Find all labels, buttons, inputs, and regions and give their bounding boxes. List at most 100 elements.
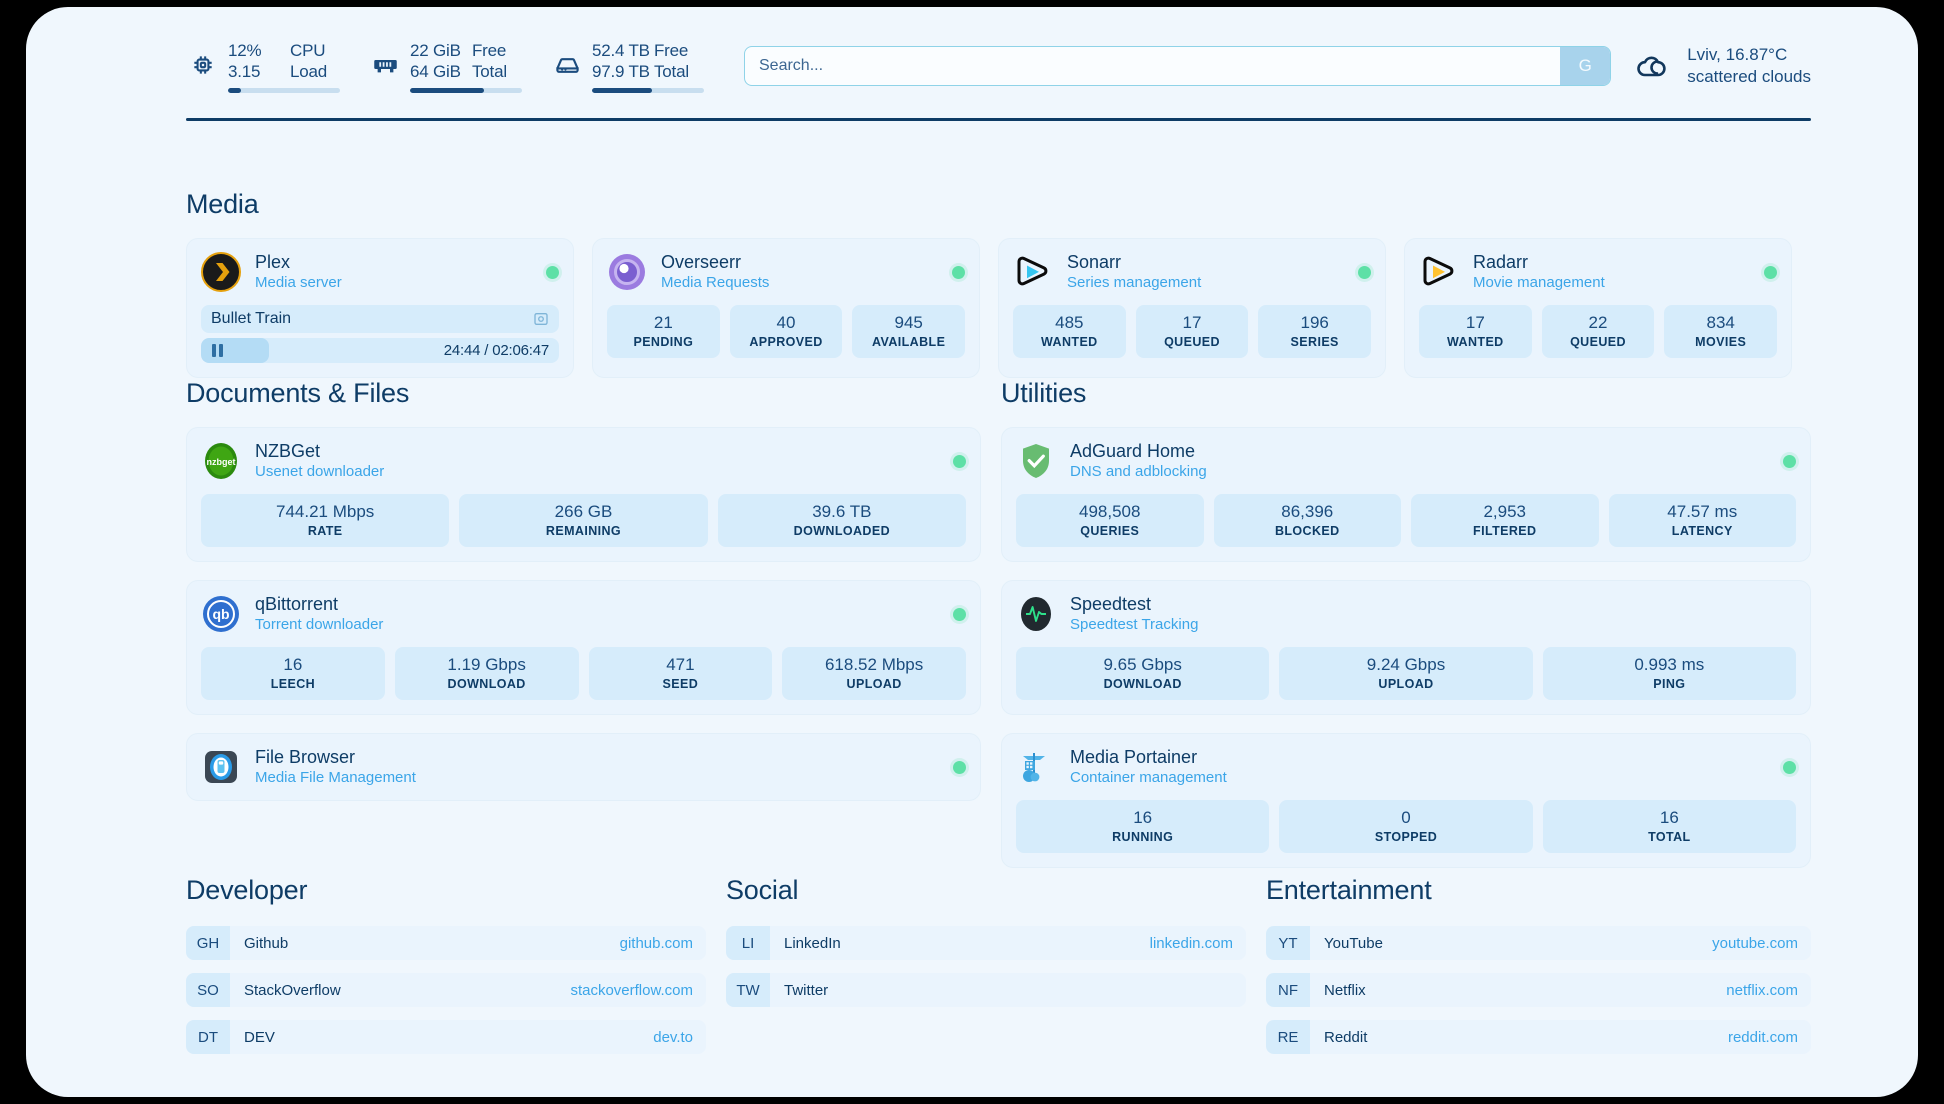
- stat-block[interactable]: 17 QUEUED: [1135, 305, 1249, 358]
- dashboard-page: 12% 3.15 CPU Load: [26, 7, 1918, 1097]
- weather-widget[interactable]: Lviv, 16.87°C scattered clouds: [1633, 44, 1811, 88]
- stat-block[interactable]: 485 WANTED: [1013, 305, 1126, 358]
- stat-block[interactable]: 40 APPROVED: [729, 305, 843, 358]
- bookmark-item-youtube[interactable]: YT YouTube youtube.com: [1266, 926, 1811, 960]
- disk-resource[interactable]: 52.4 TB 97.9 TB Free Total: [550, 40, 710, 93]
- stat-block[interactable]: 744.21 Mbps RATE: [201, 494, 450, 547]
- stat-block[interactable]: 471 SEED: [588, 647, 773, 700]
- speedtest-desc: Speedtest Tracking: [1070, 616, 1199, 633]
- bookmark-item-github[interactable]: GH Github github.com: [186, 926, 706, 960]
- memory-resource[interactable]: 22 GiB 64 GiB Free Total: [368, 40, 528, 93]
- section-title-utilities: Utilities: [1001, 378, 1087, 408]
- filebrowser-logo-icon: [201, 747, 241, 787]
- stat-block[interactable]: 266 GB REMAINING: [459, 494, 708, 547]
- stat-block[interactable]: 17 WANTED: [1419, 305, 1532, 358]
- bookmark-item-dev[interactable]: DT DEV dev.to: [186, 1020, 706, 1054]
- qbittorrent-status-dot: [953, 607, 966, 621]
- memory-label-1: Free: [472, 40, 507, 60]
- stat-block[interactable]: 618.52 Mbps UPLOAD: [782, 647, 966, 700]
- stat-block[interactable]: 0 STOPPED: [1279, 800, 1533, 853]
- stat-block[interactable]: 47.57 ms LATENCY: [1608, 494, 1796, 547]
- sonarr-desc: Series management: [1067, 274, 1202, 291]
- stat-label: DOWNLOAD: [1103, 677, 1182, 691]
- stat-value: 16: [1659, 808, 1679, 827]
- stat-block[interactable]: 86,396 BLOCKED: [1213, 494, 1401, 547]
- search-input[interactable]: [745, 47, 1561, 85]
- stat-block[interactable]: 498,508 QUERIES: [1016, 494, 1204, 547]
- stat-value: 945: [894, 313, 923, 332]
- stat-block[interactable]: 1.19 Gbps DOWNLOAD: [394, 647, 579, 700]
- stat-block[interactable]: 0.993 ms PING: [1542, 647, 1796, 700]
- plex-progress-bar[interactable]: 24:44 / 02:06:47: [201, 338, 559, 363]
- section-title-documents: Documents & Files: [186, 378, 410, 408]
- cast-icon[interactable]: [533, 311, 549, 327]
- stat-block[interactable]: 9.65 Gbps DOWNLOAD: [1016, 647, 1270, 700]
- sonarr-name: Sonarr: [1067, 252, 1122, 272]
- bookmark-abbr: GH: [186, 926, 230, 960]
- stat-block[interactable]: 16 TOTAL: [1542, 800, 1796, 853]
- stat-label: PING: [1653, 677, 1686, 691]
- filebrowser-status-dot: [953, 760, 966, 774]
- radarr-name: Radarr: [1473, 252, 1529, 272]
- stat-block[interactable]: 2,953 FILTERED: [1411, 494, 1599, 547]
- stat-block[interactable]: 9.24 Gbps UPLOAD: [1279, 647, 1533, 700]
- bookmark-url: stackoverflow.com: [570, 981, 693, 999]
- radarr-desc: Movie management: [1473, 274, 1605, 291]
- stat-value: 2,953: [1483, 502, 1527, 521]
- adguard-name: AdGuard Home: [1070, 441, 1196, 461]
- bookmark-item-linkedin[interactable]: LI LinkedIn linkedin.com: [726, 926, 1246, 960]
- nzbget-name: NZBGet: [255, 441, 321, 461]
- stat-block[interactable]: 945 AVAILABLE: [852, 305, 966, 358]
- svg-text:nzbget: nzbget: [207, 457, 236, 467]
- bookmark-url: reddit.com: [1727, 1028, 1798, 1046]
- service-card-radarr[interactable]: Radarr Movie management 17 WANTED 22 QUE…: [1404, 238, 1792, 378]
- service-card-speedtest[interactable]: Speedtest Speedtest Tracking 9.65 Gbps D…: [1001, 580, 1811, 715]
- search-provider-button[interactable]: G: [1560, 47, 1611, 85]
- stat-value: 471: [666, 655, 695, 674]
- cpu-label-1: CPU: [290, 40, 326, 60]
- stat-label: FILTERED: [1473, 524, 1537, 538]
- disk-label-2: Total: [654, 61, 689, 81]
- service-card-nzbget[interactable]: nzbget NZBGet Usenet downloader 744.21 M…: [186, 427, 981, 562]
- service-card-plex[interactable]: Plex Media server Bullet Train: [186, 238, 574, 378]
- pause-icon[interactable]: [212, 344, 223, 357]
- service-card-portainer[interactable]: Media Portainer Container management 16 …: [1001, 733, 1811, 868]
- service-card-overseerr[interactable]: Overseerr Media Requests 21 PENDING 40 A…: [592, 238, 980, 378]
- stat-label: RUNNING: [1112, 830, 1174, 844]
- stat-block[interactable]: 834 MOVIES: [1664, 305, 1778, 358]
- disk-label-1: Free: [654, 40, 689, 60]
- service-card-adguard[interactable]: AdGuard Home DNS and adblocking 498,508 …: [1001, 427, 1811, 562]
- filebrowser-name: File Browser: [255, 747, 356, 767]
- stat-block[interactable]: 39.6 TB DOWNLOADED: [717, 494, 966, 547]
- bookmark-item-stackoverflow[interactable]: SO StackOverflow stackoverflow.com: [186, 973, 706, 1007]
- stat-label: STOPPED: [1374, 830, 1438, 844]
- stat-block[interactable]: 22 QUEUED: [1541, 305, 1655, 358]
- bookmark-group-title-developer: Developer: [186, 875, 308, 905]
- bookmark-item-netflix[interactable]: NF Netflix netflix.com: [1266, 973, 1811, 1007]
- stat-block[interactable]: 196 SERIES: [1258, 305, 1372, 358]
- header-divider: [186, 118, 1811, 121]
- stat-label: DOWNLOAD: [447, 677, 526, 691]
- stat-block[interactable]: 16 LEECH: [201, 647, 385, 700]
- bookmark-item-reddit[interactable]: RE Reddit reddit.com: [1266, 1020, 1811, 1054]
- plex-now-playing-title-row[interactable]: Bullet Train: [201, 305, 559, 333]
- bookmark-item-twitter[interactable]: TW Twitter: [726, 973, 1246, 1007]
- stat-value: 47.57 ms: [1667, 502, 1738, 521]
- search-bar[interactable]: G: [744, 46, 1612, 86]
- stat-label: WANTED: [1041, 335, 1098, 349]
- stat-block[interactable]: 16 RUNNING: [1016, 800, 1270, 853]
- plex-desc: Media server: [255, 274, 342, 291]
- cpu-resource[interactable]: 12% 3.15 CPU Load: [186, 40, 346, 93]
- bookmark-url: linkedin.com: [1149, 934, 1233, 952]
- stat-value: 0: [1401, 808, 1411, 827]
- service-card-qbittorrent[interactable]: qb qBittorrent Torrent downloader 16 LEE…: [186, 580, 981, 715]
- portainer-status-dot: [1783, 760, 1796, 774]
- stat-label: BLOCKED: [1274, 524, 1340, 538]
- service-card-filebrowser[interactable]: File Browser Media File Management: [186, 733, 981, 801]
- memory-value-1: 22 GiB: [410, 40, 461, 60]
- stat-block[interactable]: 21 PENDING: [607, 305, 720, 358]
- speedtest-logo-icon: [1016, 594, 1056, 634]
- stat-value: 834: [1706, 313, 1735, 332]
- service-card-sonarr[interactable]: Sonarr Series management 485 WANTED 17 Q…: [998, 238, 1386, 378]
- stat-label: AVAILABLE: [872, 335, 946, 349]
